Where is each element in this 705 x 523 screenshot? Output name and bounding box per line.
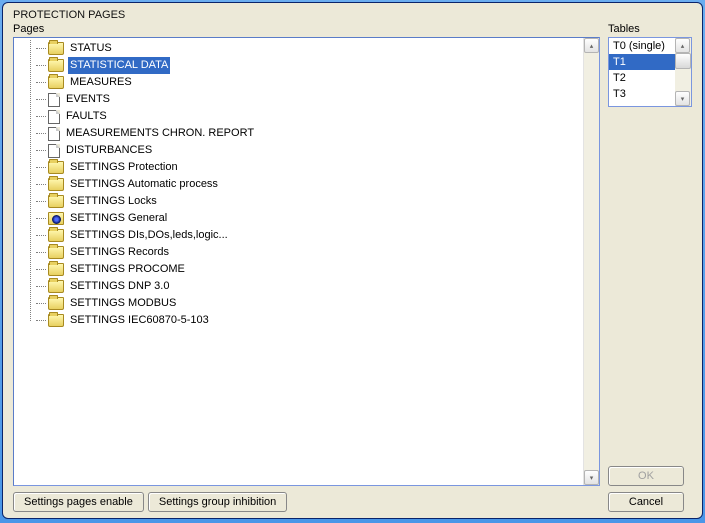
tree-item-label: EVENTS [64,91,112,108]
client-area: Pages STATUSSTATISTICAL DATAMEASURESEVEN… [3,23,702,518]
bottom-buttons: Settings pages enable Settings group inh… [13,492,600,512]
tree-item-label: SETTINGS IEC60870-5-103 [68,312,211,329]
tree-item[interactable]: SETTINGS MODBUS [26,295,597,312]
tree-item-label: SETTINGS DIs,DOs,leds,logic... [68,227,230,244]
tree-item-label: FAULTS [64,108,109,125]
tree-item-label: SETTINGS General [68,210,169,227]
tree-item-label: STATUS [68,40,114,57]
tables-scroll-down-icon[interactable]: ▾ [675,91,690,106]
document-icon [48,110,60,124]
dialog-title: PROTECTION PAGES [3,3,702,23]
folder-icon [48,280,64,293]
settings-pages-enable-button[interactable]: Settings pages enable [13,492,144,512]
tables-scroll-thumb[interactable] [675,53,691,69]
document-icon [48,144,60,158]
tree-item[interactable]: DISTURBANCES [26,142,597,159]
document-icon [48,127,60,141]
folder-icon [48,178,64,191]
folder-icon [48,76,64,89]
pages-label: Pages [13,23,600,35]
tree-item-label: MEASURES [68,74,134,91]
folder-icon [48,42,64,55]
tree-item[interactable]: STATUS [26,40,597,57]
tree-item[interactable]: STATISTICAL DATA [26,57,597,74]
tree-item[interactable]: SETTINGS Locks [26,193,597,210]
folder-icon [48,314,64,327]
dialog-window: PROTECTION PAGES Pages STATUSSTATISTICAL… [2,2,703,519]
tables-label: Tables [608,23,692,35]
tree-item[interactable]: SETTINGS IEC60870-5-103 [26,312,597,329]
tables-list[interactable]: T0 (single)T1T2T3 ▴ ▾ [608,37,692,107]
folder-icon [48,263,64,276]
pages-tree[interactable]: STATUSSTATISTICAL DATAMEASURESEVENTSFAUL… [13,37,600,486]
tree-item[interactable]: MEASURES [26,74,597,91]
tree-item-label: DISTURBANCES [64,142,154,159]
tree-item[interactable]: SETTINGS PROCOME [26,261,597,278]
tree-item-label: SETTINGS DNP 3.0 [68,278,171,295]
folder-icon [48,195,64,208]
tree-item[interactable]: SETTINGS Protection [26,159,597,176]
tables-scroll-up-icon[interactable]: ▴ [675,38,690,53]
scroll-down-icon[interactable]: ▾ [584,470,599,485]
cancel-button[interactable]: Cancel [608,492,684,512]
tree-item-label: SETTINGS PROCOME [68,261,187,278]
tree-item[interactable]: SETTINGS Records [26,244,597,261]
tree-item[interactable]: SETTINGS DNP 3.0 [26,278,597,295]
tree-item[interactable]: SETTINGS General [26,210,597,227]
document-icon [48,93,60,107]
right-panel: Tables T0 (single)T1T2T3 ▴ ▾ OK Cancel [608,23,692,512]
gear-icon [48,212,64,225]
settings-group-inhibition-button[interactable]: Settings group inhibition [148,492,287,512]
folder-icon [48,246,64,259]
tree-item-label: MEASUREMENTS CHRON. REPORT [64,125,256,142]
tree-item[interactable]: MEASUREMENTS CHRON. REPORT [26,125,597,142]
tables-scrollbar[interactable]: ▴ ▾ [675,38,691,106]
folder-icon [48,297,64,310]
tree-item-label: SETTINGS Records [68,244,171,261]
tables-scroll-track[interactable] [675,53,691,91]
tree-item-label: SETTINGS Locks [68,193,159,210]
tree-item-label: SETTINGS Protection [68,159,180,176]
tree-scrollbar[interactable]: ▴ ▾ [583,38,599,485]
tree-root: STATUSSTATISTICAL DATAMEASURESEVENTSFAUL… [20,40,597,329]
scroll-up-icon[interactable]: ▴ [584,38,599,53]
tree-item-label: STATISTICAL DATA [68,57,170,74]
tree-item-label: SETTINGS Automatic process [68,176,220,193]
tree-item[interactable]: FAULTS [26,108,597,125]
tree-item-label: SETTINGS MODBUS [68,295,178,312]
folder-icon [48,229,64,242]
folder-icon [48,161,64,174]
folder-icon [48,59,64,72]
tree-item[interactable]: EVENTS [26,91,597,108]
tree-item[interactable]: SETTINGS DIs,DOs,leds,logic... [26,227,597,244]
dialog-buttons: OK Cancel [608,466,692,512]
tree-item[interactable]: SETTINGS Automatic process [26,176,597,193]
left-panel: Pages STATUSSTATISTICAL DATAMEASURESEVEN… [13,23,600,512]
ok-button[interactable]: OK [608,466,684,486]
